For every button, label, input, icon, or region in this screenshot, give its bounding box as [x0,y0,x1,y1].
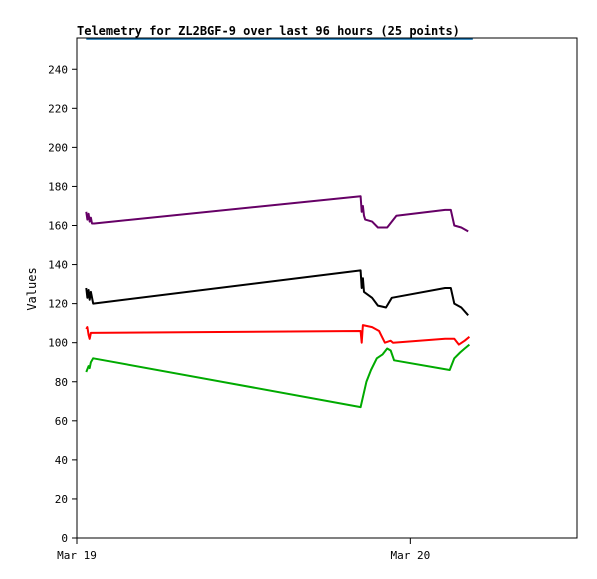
x-tick-label: Mar 19 [57,549,97,562]
series-line [85,269,469,316]
y-tick-label: 180 [48,180,68,193]
plot-frame [76,37,578,539]
series-line [85,343,471,409]
series-line [85,324,471,346]
y-tick-label: 120 [48,298,68,311]
y-tick-label: 240 [48,63,68,76]
y-tick-label: 220 [48,102,68,115]
y-tick-label: 80 [55,376,68,389]
y-tick-label: 20 [55,493,68,506]
x-tick-label: Mar 20 [390,549,430,562]
y-tick-label: 100 [48,337,68,350]
y-tick-label: 60 [55,415,68,428]
y-tick-label: 0 [61,532,68,545]
y-tick-label: 160 [48,220,68,233]
y-axis-label: Values [25,267,39,310]
chart-title: Telemetry for ZL2BGF-9 over last 96 hour… [77,24,460,38]
axis-layer: 0 20 40 60 80 100 120 140 160 180 200 220 240 Mar 19 M… [48,37,578,562]
y-tick-label: 40 [55,454,68,467]
series-layer [85,37,473,409]
series-line [85,195,469,233]
y-tick-label: 140 [48,259,68,272]
y-tick-label: 200 [48,141,68,154]
